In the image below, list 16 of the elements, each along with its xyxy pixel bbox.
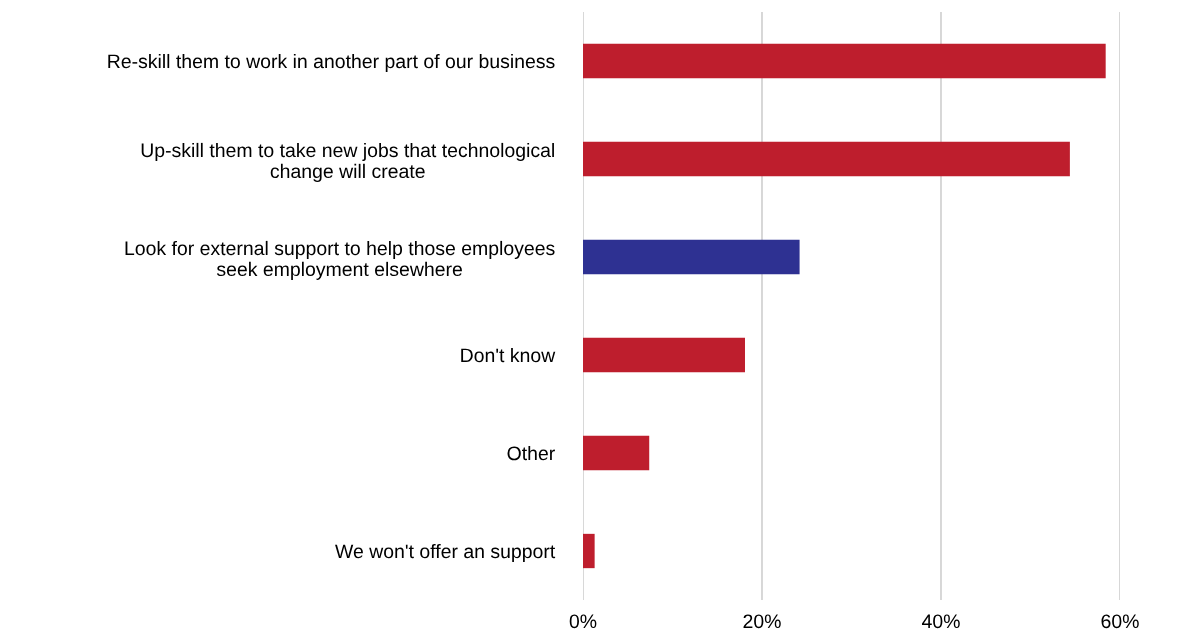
bar [583,435,650,471]
y-tick-label: Look for external support to help those employees seek employment elsewhere [125,240,555,280]
x-tick-label: 40% [921,614,960,629]
bar [583,239,800,275]
x-tick-label: 60% [1101,614,1139,629]
y-tick-label: We won't offer an support [335,543,556,563]
y-tick-label: Re-skill them to work in another part of our business [108,53,555,73]
y-tick-label: Don't know [461,347,556,363]
bar [583,43,1106,79]
x-tick-label: 0% [569,614,597,629]
bar [583,141,1070,177]
bar [583,533,595,569]
y-tick-label: Other [507,445,555,461]
y-tick-label: Up-skill them to take new jobs that technological change will create [141,142,554,182]
bar [583,337,745,373]
x-tick-label: 20% [743,614,781,629]
